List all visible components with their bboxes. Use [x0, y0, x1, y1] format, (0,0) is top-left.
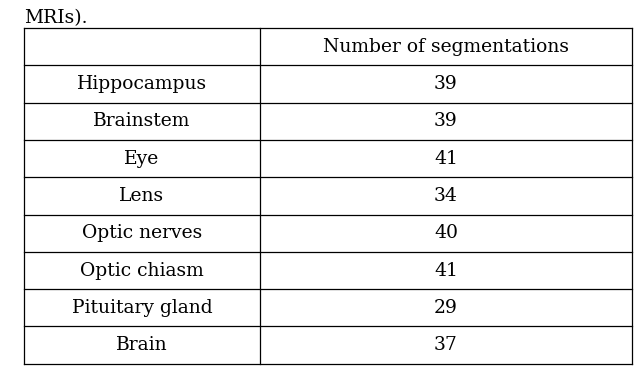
Text: Hippocampus: Hippocampus — [77, 75, 207, 93]
Text: Optic chiasm: Optic chiasm — [80, 261, 204, 279]
Text: 41: 41 — [434, 150, 458, 168]
Text: Brainstem: Brainstem — [93, 112, 191, 130]
Text: 29: 29 — [434, 299, 458, 317]
Text: 40: 40 — [434, 224, 458, 242]
Text: Pituitary gland: Pituitary gland — [72, 299, 212, 317]
Text: Lens: Lens — [120, 187, 164, 205]
Text: 39: 39 — [434, 112, 458, 130]
Text: Brain: Brain — [116, 336, 168, 354]
Text: Optic nerves: Optic nerves — [82, 224, 202, 242]
Text: MRIs).: MRIs). — [24, 9, 88, 27]
Text: 41: 41 — [434, 261, 458, 279]
Text: Number of segmentations: Number of segmentations — [323, 38, 569, 56]
Text: 37: 37 — [434, 336, 458, 354]
Text: 34: 34 — [434, 187, 458, 205]
Text: 39: 39 — [434, 75, 458, 93]
Text: Eye: Eye — [124, 150, 159, 168]
